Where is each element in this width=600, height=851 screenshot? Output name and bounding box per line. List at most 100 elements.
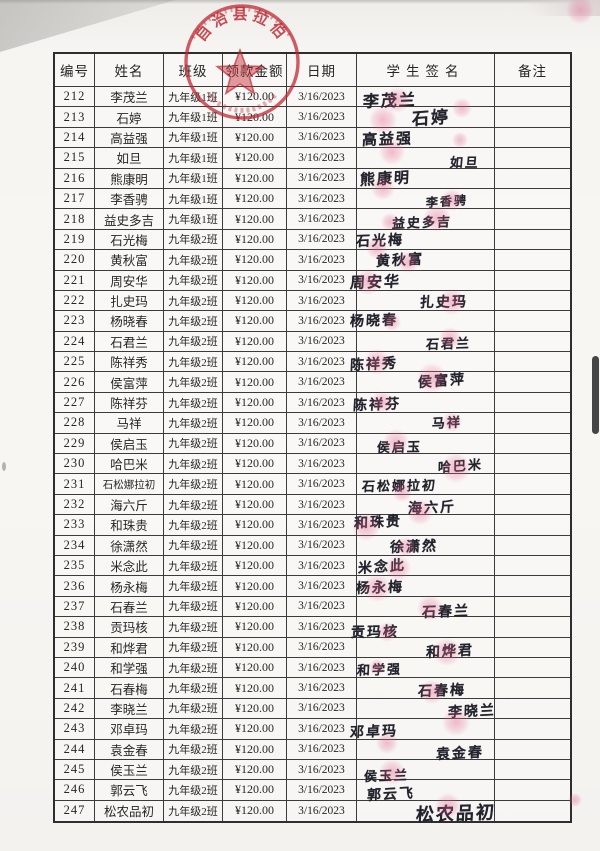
cell-remark [495, 678, 570, 699]
cell-amount: ¥120.00 [223, 719, 287, 740]
cell-remark [495, 169, 570, 189]
cell-remark [495, 148, 570, 169]
table-row: 218 益史多吉 九年级1班 ¥120.00 3/16/2023 [55, 209, 570, 230]
handwritten-signature: 邓卓玛 [349, 723, 399, 742]
cell-remark [495, 515, 570, 536]
cell-remark [495, 576, 570, 597]
cell-cls: 九年级2班 [164, 780, 223, 801]
ledger-table: 编号 姓名 班级 领款金额 日期 学生签名 备注 212 李茂兰 九年级1班 ¥120.00 3/16… [53, 52, 572, 824]
cell-cls: 九年级2班 [164, 331, 223, 353]
cell-id: 226 [55, 372, 95, 393]
cell-name: 石光梅 [95, 229, 164, 251]
cell-amount: ¥120.00 [223, 250, 287, 271]
handwritten-signature: 如旦 [449, 156, 481, 172]
cell-remark [495, 699, 570, 720]
table-row: 225 陈祥秀 九年级2班 ¥120.00 3/16/2023 [55, 352, 570, 373]
cell-id: 217 [55, 188, 95, 210]
cell-date: 3/16/2023 [287, 127, 357, 149]
cell-id: 245 [55, 759, 95, 781]
cell-name: 陈祥芬 [95, 392, 164, 414]
cell-signature [357, 413, 495, 434]
cell-date: 3/16/2023 [287, 617, 357, 638]
cell-cls: 九年级2班 [164, 576, 223, 597]
cell-signature [357, 433, 495, 455]
cell-amount: ¥120.00 [223, 535, 287, 556]
cell-id: 241 [55, 678, 95, 699]
cell-remark [495, 617, 570, 638]
cell-id: 239 [55, 637, 95, 658]
cell-date: 3/16/2023 [287, 596, 357, 618]
table-row: 216 熊康明 九年级1班 ¥120.00 3/16/2023 [55, 168, 570, 189]
cell-signature [357, 678, 495, 699]
table-row: 229 侯启玉 九年级2班 ¥120.00 3/16/2023 [55, 433, 570, 455]
cell-id: 220 [55, 250, 95, 271]
table-row: 227 陈祥芬 九年级2班 ¥120.00 3/16/2023 [55, 392, 570, 414]
cell-cls: 九年级2班 [164, 494, 223, 516]
cell-id: 240 [55, 657, 95, 679]
cell-signature [357, 698, 495, 720]
photo-top-edge [0, 0, 600, 4]
table-row: 237 石春兰 九年级2班 ¥120.00 3/16/2023 [55, 596, 570, 618]
table-row: 247 松农品初 九年级2班 ¥120.00 3/16/2023 [55, 800, 570, 822]
cell-signature [357, 515, 495, 536]
cell-date: 3/16/2023 [287, 474, 357, 495]
handwritten-signature: 哈巴米 [437, 458, 484, 477]
table-row: 228 马祥 九年级2班 ¥120.00 3/16/2023 [55, 413, 570, 434]
handwritten-signature: 杨永梅 [355, 578, 405, 597]
handwritten-signature: 和珠贵 [353, 513, 403, 533]
cell-amount: ¥120.00 [223, 800, 287, 822]
handwritten-signature: 黄秋富 [375, 251, 425, 271]
cell-name: 石春梅 [95, 678, 164, 699]
table-row: 212 李茂兰 九年级1班 ¥120.00 3/16/2023 [55, 87, 570, 108]
cell-cls: 九年级2班 [164, 515, 223, 536]
handwritten-signature: 李香骋 [425, 193, 469, 211]
cell-signature [357, 107, 495, 128]
handwritten-signature: 和烨君 [425, 642, 475, 661]
cell-name: 海六斤 [95, 494, 164, 516]
cell-remark [495, 107, 570, 128]
cell-name: 袁金春 [95, 739, 164, 760]
cell-cls: 九年级2班 [164, 413, 223, 434]
cell-signature [357, 576, 495, 597]
stamp-outer-tick-arc [191, 7, 293, 39]
cell-amount: ¥120.00 [223, 637, 287, 658]
cell-date: 3/16/2023 [287, 800, 357, 822]
handwritten-signature: 石光梅 [355, 232, 405, 250]
cell-id: 234 [55, 535, 95, 556]
cell-amount: ¥120.00 [223, 617, 287, 638]
cell-id: 229 [55, 433, 95, 455]
cell-remark [495, 311, 570, 332]
cell-name: 高益强 [95, 127, 164, 149]
cell-cls: 九年级2班 [164, 270, 223, 291]
cell-cls: 九年级1班 [164, 168, 223, 189]
handwritten-signature: 徐潇然 [389, 538, 439, 556]
cell-remark [495, 230, 570, 251]
cell-signature [357, 311, 495, 332]
table-row: 234 徐潇然 九年级2班 ¥120.00 3/16/2023 [55, 535, 570, 556]
cell-signature [357, 739, 495, 760]
cell-signature [357, 555, 495, 577]
svg-text:自治县拉伯: 自治县拉伯 [192, 6, 292, 45]
table-row: 233 和珠贵 九年级2班 ¥120.00 3/16/2023 [55, 515, 570, 536]
cell-cls: 九年级2班 [164, 454, 223, 475]
cell-name: 杨永梅 [95, 576, 164, 597]
cell-date: 3/16/2023 [287, 515, 357, 536]
cell-cls: 九年级2班 [164, 290, 223, 312]
cell-remark [495, 780, 570, 801]
cell-signature [357, 454, 495, 475]
cell-cls: 九年级2班 [164, 352, 223, 373]
stamp-arc-text: 自治县拉伯 [192, 6, 288, 45]
cell-date: 3/16/2023 [287, 555, 357, 577]
cell-amount: ¥120.00 [223, 657, 287, 679]
cell-signature [357, 780, 495, 801]
cell-name: 杨晓春 [95, 311, 164, 332]
cell-date: 3/16/2023 [287, 698, 357, 720]
cell-id: 230 [55, 454, 95, 475]
table-row: 244 袁金春 九年级2班 ¥120.00 3/16/2023 [55, 739, 570, 760]
cell-amount: ¥120.00 [223, 168, 287, 189]
cell-date: 3/16/2023 [287, 494, 357, 516]
handwritten-signature: 石春梅 [417, 681, 467, 700]
table-row: 246 郭云飞 九年级2班 ¥120.00 3/16/2023 [55, 780, 570, 801]
cell-remark [495, 719, 570, 740]
cell-name: 石君兰 [95, 331, 164, 353]
